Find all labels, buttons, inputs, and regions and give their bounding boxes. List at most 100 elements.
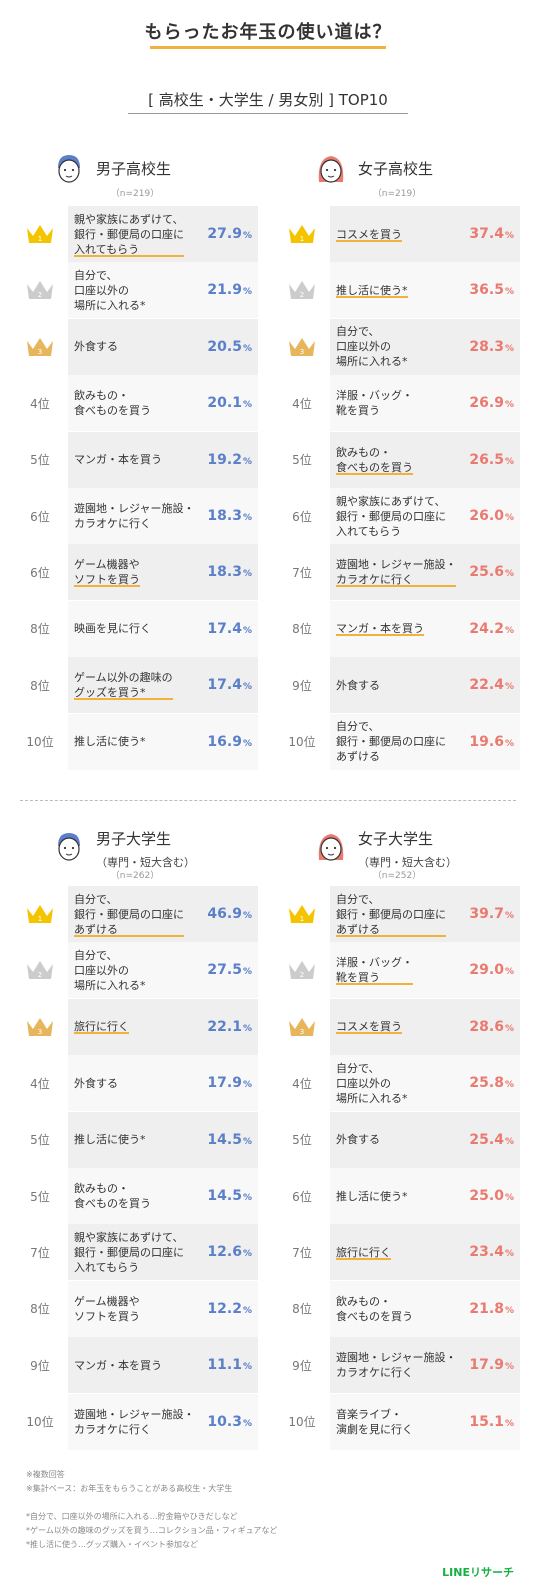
item-value: 19.2% [207,432,252,488]
item-cell: 自分で、 口座以外の 場所に入れる* 28.3% [330,318,520,375]
crown-rank-number: 2 [300,971,304,979]
item-label: 旅行に行く [336,1245,391,1259]
sample-size-label: （n=219） [110,189,160,199]
item-value: 26.9% [469,375,514,431]
value-unit: % [242,1362,252,1373]
item-value: 46.9% [207,886,252,942]
rank-label: 8位 [30,678,50,693]
item-value: 23.4% [469,1224,514,1280]
rank-cell: 10位 [20,1394,60,1450]
panel-header: 男子高校生 [10,148,260,208]
rank-cell: 9位 [282,1337,322,1393]
value-unit: % [504,1080,514,1091]
value-number: 37.4 [469,226,504,242]
ranking-row: 3 コスメを買う 28.6% [272,998,522,1055]
rank-cell: 1 [282,206,322,262]
item-value: 12.6% [207,1224,252,1280]
item-cell: 外食する 17.9% [68,1055,258,1112]
ranking-row: 8位 ゲーム機器や ソフトを買う 12.2% [10,1280,260,1337]
item-cell: 遊園地・レジャー施設・ カラオケに行く 25.6% [330,544,520,601]
item-value: 15.1% [469,1394,514,1450]
value-number: 25.6 [469,564,504,581]
footnote [26,1496,277,1510]
item-value: 25.0% [469,1168,514,1224]
footnote: ※複数回答 [26,1470,65,1479]
rank-cell: 4位 [282,375,322,431]
rank-label: 6位 [292,509,312,524]
rank-cell: 10位 [282,1394,322,1450]
value-unit: % [242,287,252,298]
item-label: マンガ・本を買う [336,622,424,636]
ranking-row: 4位 洋服・バッグ・ 靴を買う 26.9% [272,375,522,432]
value-unit: % [242,967,252,978]
item-cell: 推し活に使う* 16.9% [68,713,258,770]
ranking-row: 4位 外食する 17.9% [10,1055,260,1112]
item-label: コスメを買う [336,227,402,241]
item-value: 24.2% [469,601,514,657]
ranking-row: 6位 親や家族にあずけて、 銀行・郵便局の口座に 入れてもらう 26.0% [272,488,522,544]
rank-label: 5位 [30,1133,50,1148]
item-value: 14.5% [207,1168,252,1224]
rank-cell: 8位 [282,1281,322,1337]
ranking-row: 6位 ゲーム機器や ソフトを買う 18.3% [10,544,260,601]
crown-icon: 1 [27,225,53,243]
item-label: マンガ・本を買う [74,453,162,467]
crown-icon: 1 [289,905,315,923]
value-number: 15.1 [469,1413,504,1430]
value-number: 10.3 [207,1413,242,1430]
footnote: ※集計ベース：お年玉をもらうことがある高校生・大学生 [26,1484,233,1493]
value-number: 46.9 [207,906,242,922]
rank-cell: 5位 [20,1168,60,1224]
panel-male-highschool: 男子高校生 （n=219） 1 親や家族にあずけて、 銀行・郵便局の口座に 入れてもら… [10,148,260,770]
item-cell: 自分で、 口座以外の 場所に入れる* 25.8% [330,1055,520,1112]
panel-subtitle: （専門・短大含む） [358,856,457,869]
rank-label: 8位 [30,1302,50,1317]
ranking-row: 9位 遊園地・レジャー施設・ カラオケに行く 17.9% [272,1337,522,1394]
value-unit: % [242,400,252,411]
line-research-logo: LINEリサーチ [442,1566,514,1579]
panel-header: 女子高校生 [272,148,522,208]
crown-icon: 1 [27,905,53,923]
rank-cell: 5位 [20,1112,60,1168]
item-label: 洋服・バッグ・ 靴を買う [336,956,413,985]
item-value: 17.4% [207,657,252,713]
ranking-row: 9位 マンガ・本を買う 11.1% [10,1337,260,1394]
rank-cell: 5位 [282,1112,322,1168]
item-value: 18.3% [207,488,252,544]
item-label: 外食する [336,1133,380,1147]
item-cell: 飲みもの・ 食べものを買う 14.5% [68,1168,258,1224]
rank-cell: 8位 [282,601,322,657]
rank-cell: 9位 [20,1337,60,1393]
value-unit: % [504,967,514,978]
crown-rank-number: 1 [300,235,304,243]
value-unit: % [242,569,252,580]
crown-icon: 1 [289,225,315,243]
value-unit: % [504,400,514,411]
rank-cell: 7位 [282,1224,322,1280]
item-label: 飲みもの・ 食べものを買う [74,389,151,418]
value-number: 23.4 [469,1244,504,1261]
ranking-row: 7位 遊園地・レジャー施設・ カラオケに行く 25.6% [272,544,522,601]
item-label: 推し活に使う* [74,1133,146,1147]
value-number: 28.6 [469,1018,504,1035]
item-value: 25.4% [469,1112,514,1168]
ranking-row: 5位 外食する 25.4% [272,1111,522,1168]
item-cell: 洋服・バッグ・ 靴を買う 29.0% [330,942,520,999]
ranking-row: 3 自分で、 口座以外の 場所に入れる* 28.3% [272,318,522,375]
rank-label: 8位 [292,622,312,637]
page-title: もらったお年玉の使い道は？ [144,22,392,43]
crown-icon: 3 [289,337,315,356]
value-number: 20.1 [207,395,242,412]
panel-title: 男子高校生 [96,160,172,178]
ranking-row: 10位 遊園地・レジャー施設・ カラオケに行く 10.3% [10,1393,260,1450]
item-value: 26.5% [469,432,514,488]
rank-cell: 2 [20,942,60,998]
value-unit: % [504,287,514,298]
ranking-row: 1 自分で、 銀行・郵便局の口座に あずける 46.9% [10,886,260,942]
value-number: 26.0 [469,508,504,524]
value-unit: % [504,1362,514,1373]
item-cell: 親や家族にあずけて、 銀行・郵便局の口座に 入れてもらう 27.9% [68,206,258,262]
item-cell: 親や家族にあずけて、 銀行・郵便局の口座に 入れてもらう 12.6% [68,1224,258,1281]
ranking-row: 2 推し活に使う* 36.5% [272,262,522,319]
ranking-row: 8位 マンガ・本を買う 24.2% [272,600,522,657]
